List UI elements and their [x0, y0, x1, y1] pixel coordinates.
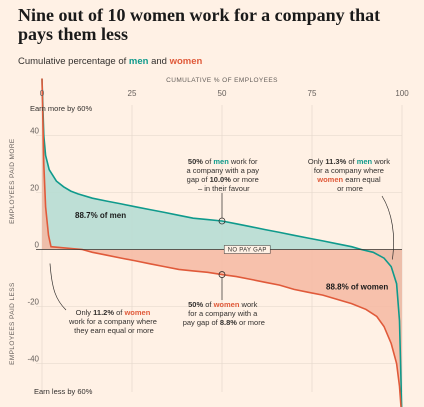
men-area-label: 88.7% of men: [75, 211, 126, 220]
annotation-men-median-line3: gap of 10.0% or more: [187, 175, 259, 184]
annotation-women-equal-arrow: [49, 263, 67, 311]
annotation-men-median-marker: [218, 217, 226, 225]
annotation-men-equal-line1: Only 11.3% of men work: [308, 157, 390, 166]
chart-subtitle: Cumulative percentage of men and women: [18, 56, 202, 67]
annotation-men-equal-line4: or more: [337, 184, 363, 193]
y-tick--20: -20: [27, 298, 39, 307]
x-tick-75: 75: [308, 89, 317, 98]
annotation-women-median-line1: 50% of women work: [188, 300, 257, 309]
chart-title: Nine out of 10 women work for a company …: [18, 5, 381, 44]
annotation-men-equal-line3: women earn equal: [316, 175, 381, 184]
svg-text:50% of men work for a: 50% of men work for a company with a pay…: [186, 157, 261, 193]
annotation-men-equal-line2: for a company where: [314, 166, 384, 175]
annotation-men-median-line4: – in their favour: [198, 184, 250, 193]
y-axis-title-bottom: EMPLOYEES PAID LESS: [9, 282, 16, 365]
svg-text:50% of women work for: 50% of women work for a company with a p…: [183, 300, 265, 327]
annotation-women-median-line2: for a company with a: [188, 309, 258, 318]
subtitle-women: women: [169, 56, 203, 67]
annotation-women-equal-line3: they earn equal or more: [74, 326, 154, 335]
x-tick-labels: 0 25 50 75 100: [40, 89, 409, 98]
x-tick-0: 0: [40, 89, 45, 98]
y-axis-title-top: EMPLOYEES PAID MORE: [9, 138, 16, 224]
y-tick--40: -40: [27, 355, 39, 364]
subtitle-and: and: [148, 56, 170, 67]
annotation-men-median-line1: 50% of men work for: [188, 157, 258, 166]
x-tick-25: 25: [128, 89, 137, 98]
annotation-men-median: 50% of men work for a company with a pay…: [186, 157, 261, 225]
annotation-women-equal-line2: work for a company where: [68, 317, 157, 326]
annotation-men-equal-arrow: [381, 195, 394, 260]
subtitle-prefix: Cumulative percentage of: [18, 56, 129, 67]
women-area-label: 88.8% of women: [326, 282, 388, 291]
no-pay-gap-label: NO PAY GAP: [228, 248, 267, 254]
women-line: [41, 78, 402, 407]
y-tick-0: 0: [35, 241, 40, 250]
y-tick-40: 40: [30, 127, 39, 136]
x-tick-100: 100: [395, 89, 409, 98]
annotation-men-equal: Only 11.3% of men work for a company whe…: [308, 157, 394, 260]
annotation-women-median-marker: [218, 271, 226, 278]
no-pay-gap-marker: NO PAY GAP: [223, 245, 271, 254]
svg-text:Only 11.2% of women wo: Only 11.2% of women work for a company w…: [68, 308, 159, 335]
no-pay-gap-box: [223, 245, 271, 254]
annotation-men-median-line2: a company with a pay: [186, 166, 259, 175]
earn-more-label: Earn more by 60%: [30, 104, 92, 113]
men-line: [41, 78, 403, 407]
men-area: [42, 78, 402, 407]
x-tick-50: 50: [218, 89, 227, 98]
x-axis-title: CUMULATIVE % OF EMPLOYEES: [166, 77, 278, 84]
subtitle-men: men: [128, 56, 149, 67]
earn-less-label: Earn less by 60%: [34, 387, 93, 396]
annotation-women-equal: Only 11.2% of women work for a company w…: [49, 263, 159, 335]
annotation-women-median-line3: pay gap of 8.8% or more: [183, 318, 265, 327]
annotation-women-equal-line1: Only 11.2% of women: [76, 308, 151, 317]
svg-text:Only 11.3% of men work: Only 11.3% of men work for a company whe…: [308, 157, 392, 193]
y-tick-20: 20: [30, 184, 39, 193]
y-tick-labels: 40 20 0 -20 -40: [27, 127, 39, 364]
annotation-women-median: 50% of women work for a company with a p…: [183, 271, 265, 327]
